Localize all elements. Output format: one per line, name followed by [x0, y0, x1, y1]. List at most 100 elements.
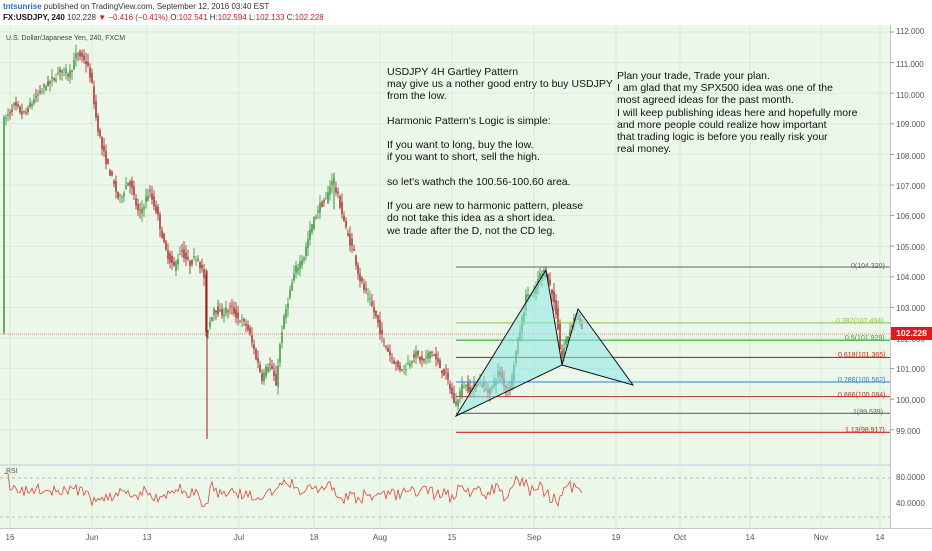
candle-body — [403, 365, 405, 367]
price-tick: 111.000 — [896, 60, 924, 69]
time-tick: 19 — [611, 533, 621, 542]
candle-body — [549, 279, 551, 285]
price-tick: 109.000 — [896, 120, 925, 129]
candle-body — [25, 111, 27, 115]
price-tick: 100.000 — [896, 396, 925, 405]
candle-body — [407, 363, 409, 365]
candle-body — [153, 196, 155, 207]
series-name: U.S. Dollar/Japanese Yen, 240, FXCM — [6, 35, 126, 42]
candle-body — [65, 68, 67, 74]
candle-body — [295, 265, 297, 274]
price-tick: 101.000 — [896, 365, 925, 374]
candle-body — [149, 190, 151, 192]
candle-body — [103, 145, 105, 152]
candle-body — [23, 111, 25, 112]
candle-body — [409, 363, 411, 366]
price-pane[interactable] — [0, 25, 890, 465]
candle-body — [265, 366, 267, 377]
candle-body — [219, 309, 221, 312]
candle-body — [135, 198, 137, 206]
candle-body — [129, 181, 131, 186]
candle-body — [167, 250, 169, 260]
candle-body — [431, 351, 433, 354]
candle-body — [171, 255, 173, 264]
fib-label: 0.382(102.494) — [836, 318, 884, 325]
candle-body — [83, 55, 85, 61]
candle-body — [205, 274, 207, 332]
candle-body — [61, 69, 63, 73]
candle-body — [7, 114, 9, 116]
candle-body — [119, 194, 121, 196]
candle-body — [303, 256, 305, 261]
rsi-tick: 40.0000 — [896, 499, 925, 508]
candle-body — [143, 206, 145, 210]
candle-body — [191, 259, 193, 265]
candle-body — [125, 185, 127, 190]
candle-body — [53, 77, 55, 80]
candle-body — [425, 356, 427, 358]
candle-body — [289, 290, 291, 298]
fib-label: 0.618(101.365) — [838, 352, 886, 359]
candle-body — [293, 273, 295, 281]
price-tick: 110.000 — [896, 91, 925, 100]
candle-body — [97, 115, 99, 132]
candle-body — [15, 102, 17, 106]
candle-body — [539, 273, 541, 279]
candle-body — [203, 269, 205, 278]
candle-body — [563, 348, 565, 357]
price-axis[interactable] — [890, 25, 932, 528]
candle-body — [469, 386, 471, 393]
candle-body — [69, 70, 71, 78]
candle-body — [201, 264, 203, 269]
candle-body — [151, 193, 153, 200]
candle-body — [459, 391, 461, 396]
candle-body — [371, 301, 373, 306]
candle-body — [241, 319, 243, 321]
candle-body — [233, 307, 235, 314]
candle-body — [377, 315, 379, 323]
candle-body — [183, 248, 185, 259]
candle-body — [393, 360, 395, 364]
author-name[interactable]: tntsunrise — [3, 2, 42, 11]
candle-body — [551, 289, 553, 295]
candle-body — [243, 319, 245, 322]
candle-body — [561, 350, 563, 356]
candle-body — [255, 349, 257, 360]
candle-body — [449, 384, 451, 390]
analysis-note-right: Plan your trade, Trade your plan. I am g… — [617, 70, 858, 156]
symbol-label: FX:USDJPY, 240 — [3, 13, 65, 22]
candle-body — [79, 51, 81, 57]
candle-body — [455, 401, 457, 406]
pattern-bcd-triangle — [561, 307, 635, 386]
candle-body — [27, 108, 29, 112]
candle-body — [37, 94, 39, 96]
candle-body — [123, 192, 125, 197]
candle-body — [405, 368, 407, 370]
candle-body — [55, 79, 57, 82]
time-axis[interactable] — [0, 528, 932, 551]
candle-body — [437, 358, 439, 362]
rsi-pane[interactable] — [0, 466, 890, 528]
candle-body — [297, 267, 299, 272]
candle-body — [401, 369, 403, 370]
candle-body — [31, 104, 33, 107]
candle-body — [117, 191, 119, 198]
candle-body — [445, 371, 447, 373]
candle-body — [337, 191, 339, 194]
time-tick: Jun — [85, 533, 99, 542]
candle-body — [527, 294, 529, 297]
candle-body — [411, 361, 413, 364]
candle-body — [315, 216, 317, 219]
pane-separator[interactable] — [0, 464, 932, 466]
candle-body — [389, 351, 391, 356]
candle-body — [157, 206, 159, 215]
candle-body — [137, 204, 139, 211]
candle-body — [317, 210, 319, 213]
candle-body — [179, 253, 181, 255]
candle-body — [67, 74, 69, 77]
candle-body — [51, 76, 53, 79]
candle-body — [341, 201, 343, 215]
candle-body — [251, 335, 253, 343]
candle-body — [557, 308, 559, 330]
